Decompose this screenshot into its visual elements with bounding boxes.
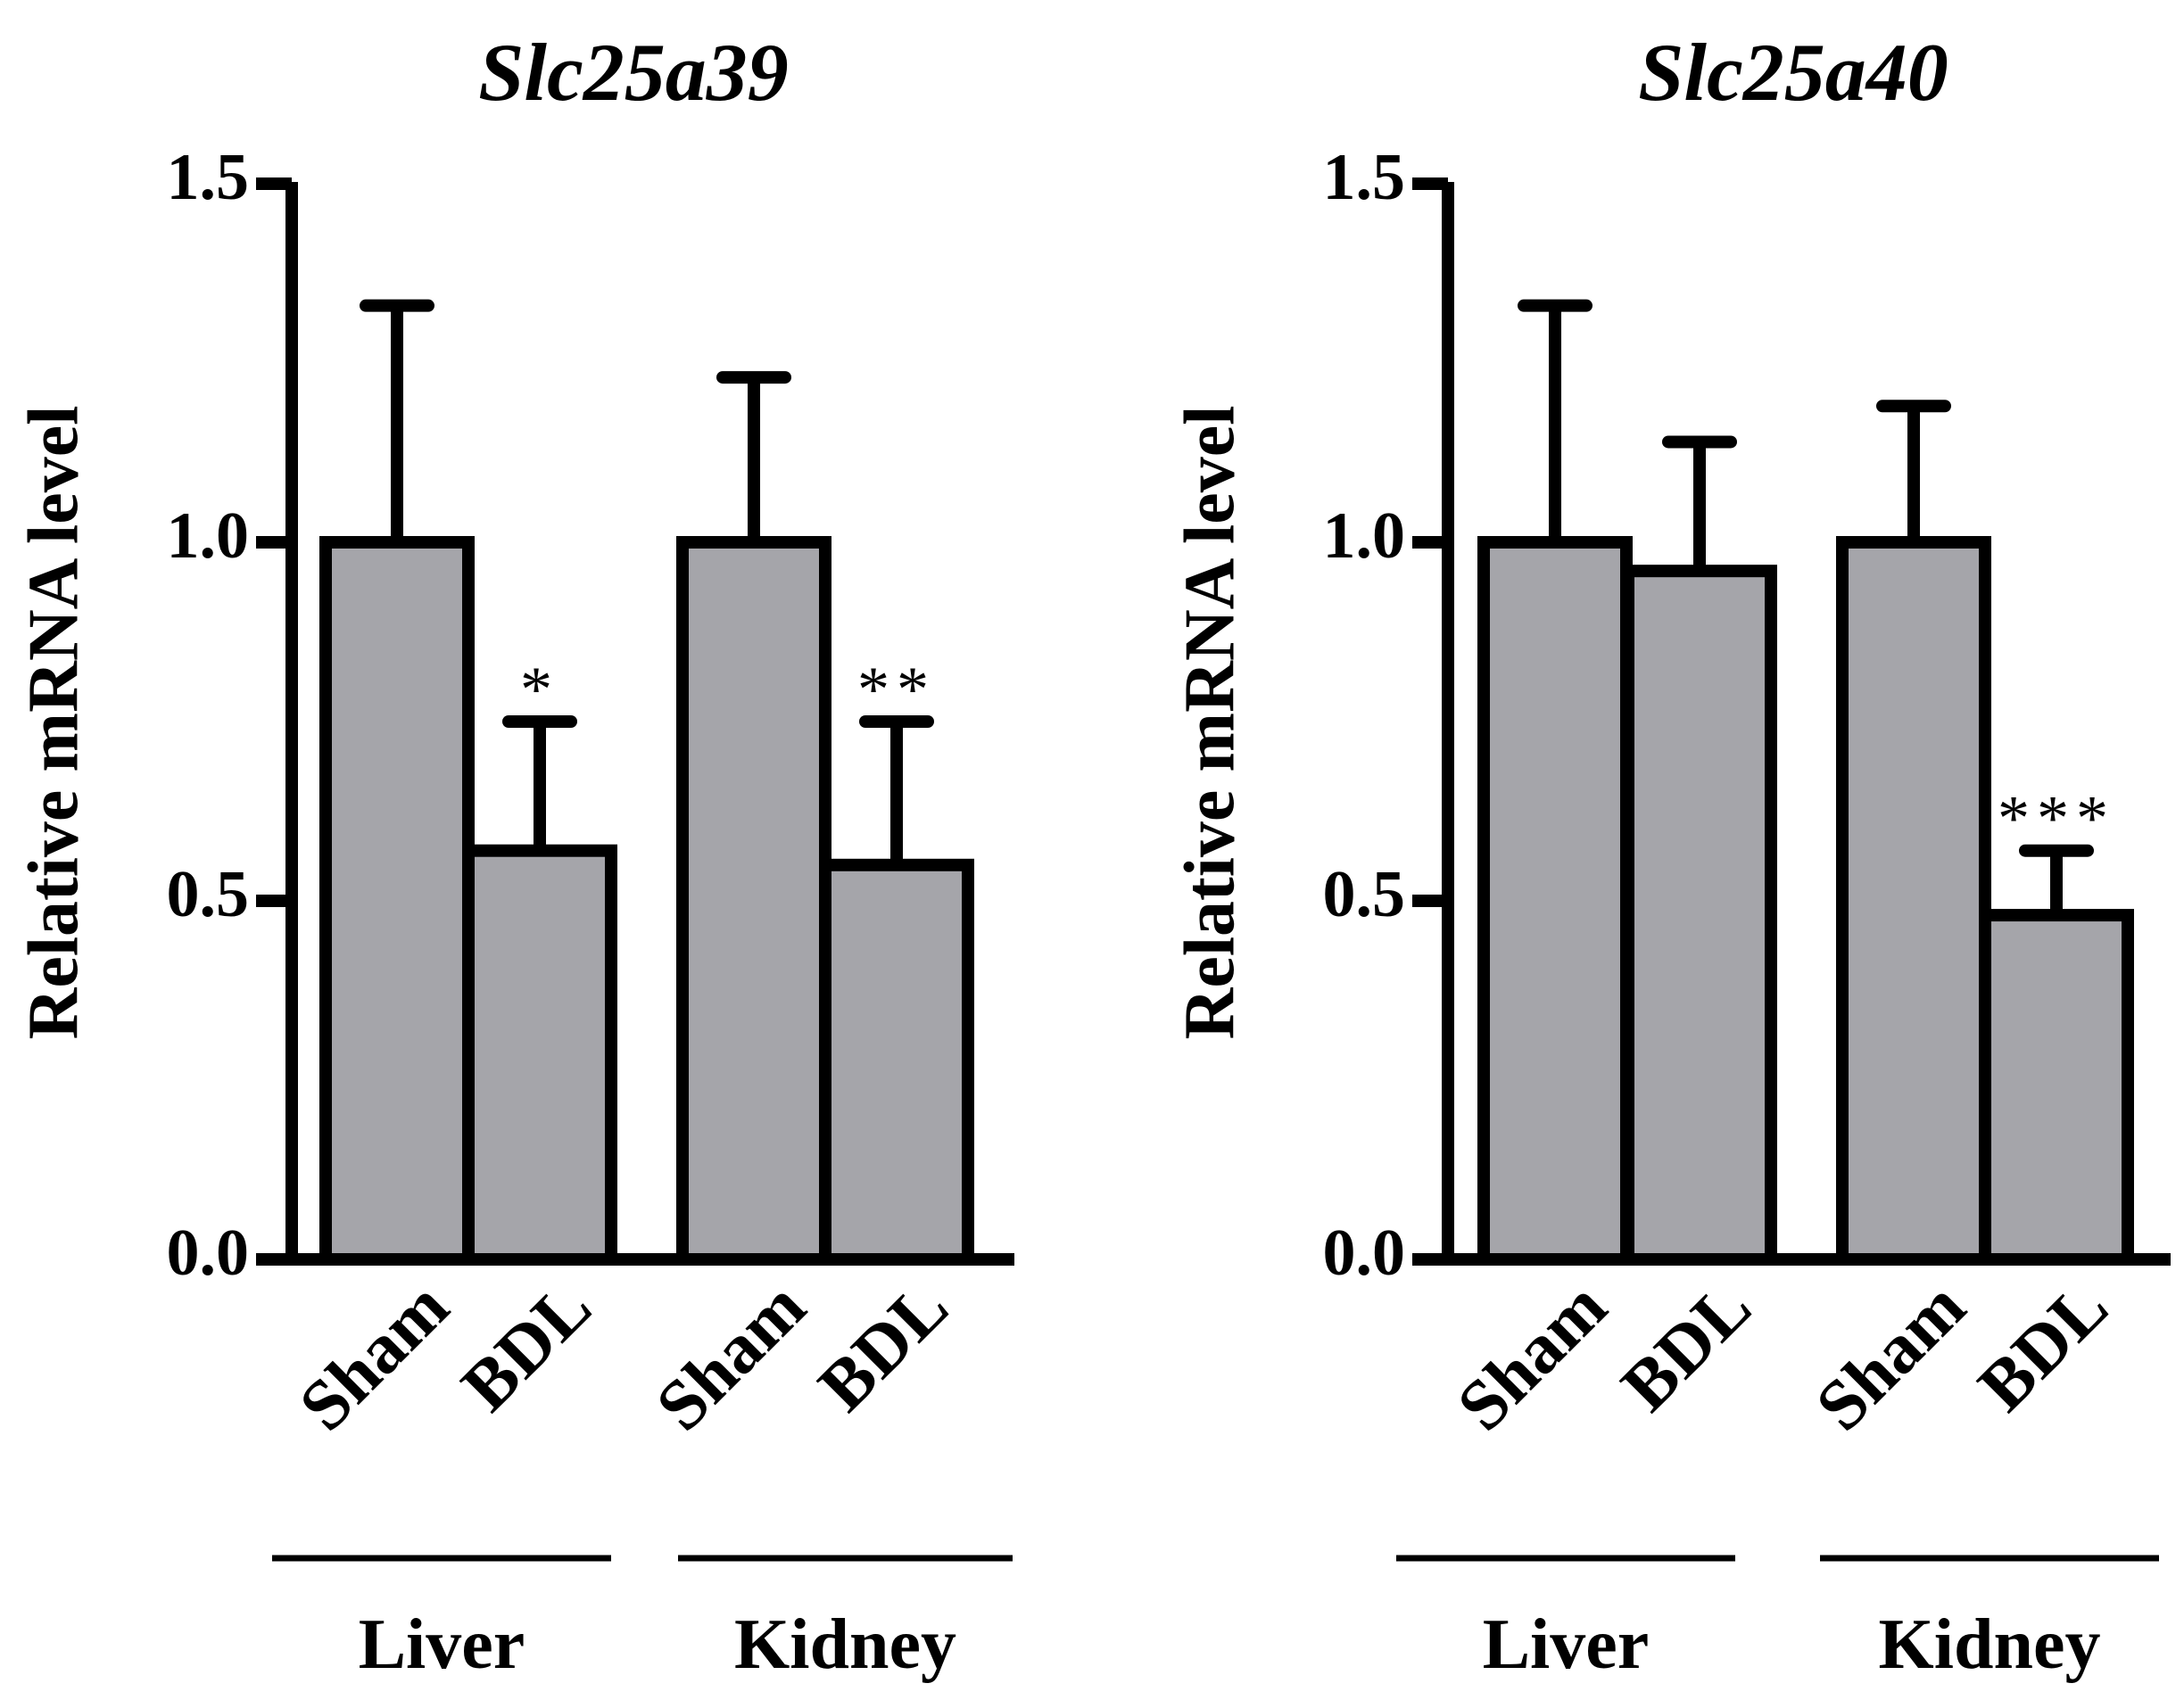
y-tick-label: 1.5 xyxy=(167,141,250,214)
y-tick-label: 0.0 xyxy=(167,1217,250,1290)
y-tick-label: 0.0 xyxy=(1323,1217,1406,1290)
bar xyxy=(819,858,974,1266)
category-label: Sham xyxy=(285,1267,464,1447)
group-label: Kidney xyxy=(734,1605,956,1684)
bar xyxy=(1477,536,1633,1266)
category-label: BDL xyxy=(1607,1267,1766,1427)
significance-marker: ** xyxy=(857,654,936,725)
bar xyxy=(319,536,475,1266)
category-label: Sham xyxy=(1801,1267,1981,1447)
y-tick-label: 1.0 xyxy=(1323,499,1406,573)
bar xyxy=(1979,909,2134,1266)
bar xyxy=(462,844,617,1266)
group-label: Liver xyxy=(359,1605,525,1684)
chart-title: Slc25a40 xyxy=(1638,27,1948,118)
y-tick-label: 1.0 xyxy=(167,499,250,573)
y-axis-label: Relative mRNA level xyxy=(14,406,93,1040)
category-label: BDL xyxy=(447,1267,607,1427)
y-axis-label: Relative mRNA level xyxy=(1171,406,1249,1040)
bar xyxy=(1836,536,1991,1266)
y-tick-label: 1.5 xyxy=(1323,141,1406,214)
group-label: Kidney xyxy=(1879,1605,2101,1684)
category-label: Sham xyxy=(641,1267,821,1447)
significance-marker: *** xyxy=(1998,783,2115,854)
category-label: BDL xyxy=(1964,1267,2123,1427)
bar xyxy=(1622,565,1777,1266)
bar xyxy=(676,536,831,1266)
y-tick-label: 0.5 xyxy=(1323,858,1406,931)
chart-title: Slc25a39 xyxy=(478,27,789,118)
significance-marker: * xyxy=(520,654,559,725)
chart-panel-1: Slc25a39 Relative mRNA level 0.0 0.5 1.0 1.5 S… xyxy=(14,27,1014,1684)
category-label: BDL xyxy=(804,1267,964,1427)
y-tick-label: 0.5 xyxy=(167,858,250,931)
category-label: Sham xyxy=(1443,1267,1622,1447)
group-label: Liver xyxy=(1483,1605,1650,1684)
chart-panel-2: Slc25a40 Relative mRNA level 0.0 0.5 1.0 1.5 S… xyxy=(1171,27,2171,1684)
